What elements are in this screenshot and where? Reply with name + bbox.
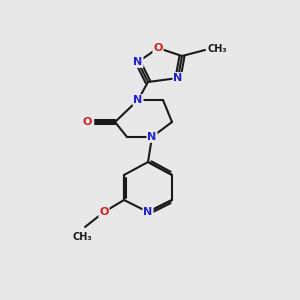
Text: N: N (134, 95, 142, 105)
Text: CH₃: CH₃ (72, 232, 92, 242)
Text: N: N (134, 57, 142, 67)
Text: O: O (99, 207, 109, 217)
Text: N: N (173, 73, 183, 83)
Text: O: O (153, 43, 163, 53)
Text: N: N (143, 207, 153, 217)
Text: N: N (147, 132, 157, 142)
Text: O: O (82, 117, 92, 127)
Text: CH₃: CH₃ (208, 44, 228, 54)
